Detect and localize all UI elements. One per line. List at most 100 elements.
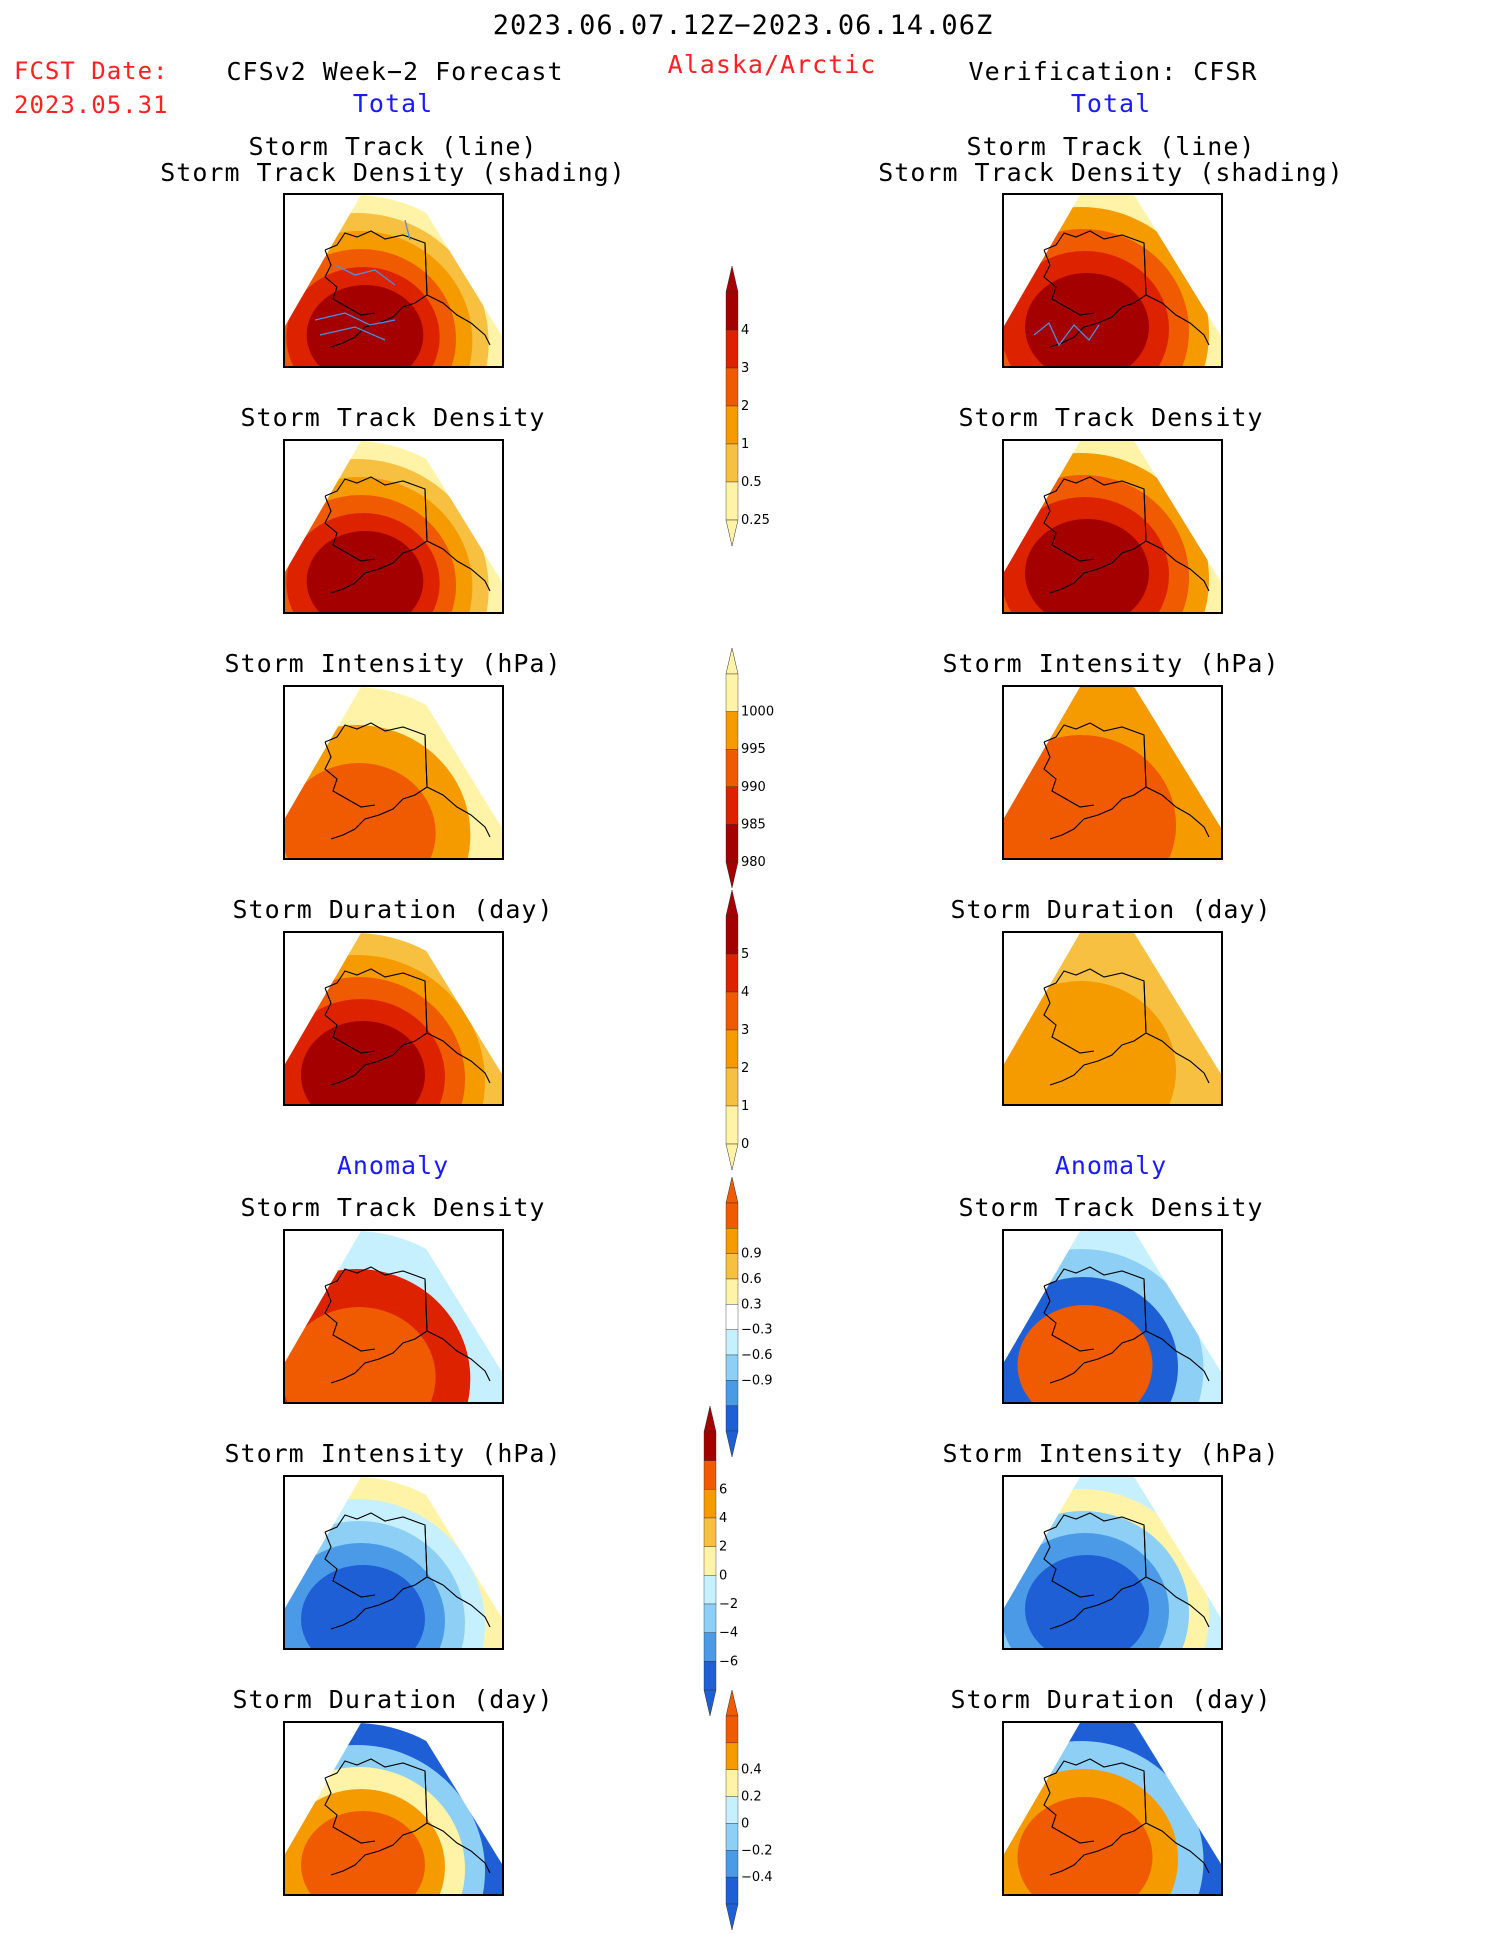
coastline xyxy=(324,722,491,840)
colorbar-segment xyxy=(725,673,739,712)
left-density-title: Storm Track Density xyxy=(240,403,546,432)
colorbar-tick-label: 4 xyxy=(741,323,749,338)
region-title: Alaska/Arctic xyxy=(667,50,877,79)
right-track-shading-title: Storm Track Density (shading) xyxy=(878,158,1344,187)
coastline xyxy=(324,968,491,1086)
map-mask-right xyxy=(1134,1477,1221,1618)
border-line xyxy=(1143,734,1147,788)
field-group xyxy=(285,1723,502,1894)
border-line xyxy=(424,488,428,542)
border-line xyxy=(424,734,428,788)
colorbar-segment xyxy=(725,1823,739,1851)
colorbar-segment xyxy=(725,991,739,1031)
colorbar-tick-label: 0.3 xyxy=(741,1297,762,1312)
map-mask-left xyxy=(1004,687,1080,818)
date-range-title: 2023.06.07.12Z−2023.06.14.06Z xyxy=(492,10,994,41)
border-line xyxy=(1143,1278,1147,1332)
field-contour xyxy=(301,1021,425,1104)
field-group xyxy=(1004,195,1221,366)
map-mask-right xyxy=(1134,933,1221,1074)
colorbar-tick-label: 0.6 xyxy=(741,1272,762,1287)
field-contour xyxy=(301,1565,425,1648)
field-group xyxy=(285,1477,502,1648)
left-track-shading-title: Storm Track Density (shading) xyxy=(160,158,626,187)
border-line xyxy=(1143,488,1147,542)
left-track-line-title: Storm Track (line) xyxy=(248,132,538,161)
verification-total-label: Total xyxy=(1070,89,1152,118)
colorbar-segment xyxy=(703,1546,717,1576)
left-duration-title: Storm Duration (day) xyxy=(232,895,554,924)
colorbar-tick-label: −2 xyxy=(719,1597,738,1612)
colorbar-segment xyxy=(725,1228,739,1254)
map-mask-right xyxy=(1134,1231,1221,1372)
map-mask-right xyxy=(1134,687,1221,828)
colorbar-tick-label: 990 xyxy=(741,780,766,795)
field-contour xyxy=(301,1811,425,1894)
field-group xyxy=(285,1231,502,1402)
field-contour xyxy=(1025,273,1149,366)
map-verif-anom-intensity xyxy=(1002,1475,1223,1650)
map-mask-left xyxy=(285,1477,361,1608)
coastline xyxy=(1043,968,1210,1086)
colorbar-tick-label: 0.25 xyxy=(741,513,770,528)
left-intensity-title: Storm Intensity (hPa) xyxy=(224,649,562,678)
colorbar-segment xyxy=(703,1603,717,1633)
colorbar-segment xyxy=(725,1796,739,1824)
colorbar-segment xyxy=(725,711,739,750)
map-mask-right xyxy=(1134,195,1221,336)
map-mask-left xyxy=(285,687,361,818)
colorbar-segment xyxy=(725,786,739,825)
colorbar-segment xyxy=(725,748,739,787)
left-anomaly-label: Anomaly xyxy=(336,1151,450,1180)
colorbar-tick-label: 2 xyxy=(719,1540,727,1555)
map-mask-left xyxy=(1004,441,1080,572)
fcst-date-value: 2023.05.31 xyxy=(14,91,169,119)
colorbar-segment xyxy=(725,405,739,445)
colorbar-tick-label: 3 xyxy=(741,1023,749,1038)
colorbar-anom-intensity: 6 4 2 0 −2 −4 −6 xyxy=(700,1405,770,1720)
border-line xyxy=(1143,1524,1147,1578)
map-mask-left xyxy=(1004,933,1080,1064)
colorbar-anom-density: 0.9 0.6 0.3 −0.3 −0.6 −0.9 xyxy=(722,1176,792,1461)
colorbar-total-density: 4 3 2 1 0.5 0.25 xyxy=(722,265,782,550)
map-mask-left xyxy=(1004,1723,1080,1854)
colorbar-segment xyxy=(703,1517,717,1547)
field-contour xyxy=(1025,1555,1149,1648)
border-line xyxy=(424,242,428,296)
colorbar-segment xyxy=(725,1105,739,1145)
field-contour xyxy=(1004,981,1176,1104)
coastline xyxy=(1043,1266,1210,1384)
colorbar-tick-label: 1 xyxy=(741,437,749,452)
colorbar-bottom-arrow xyxy=(725,519,739,547)
colorbar-tick-label: 3 xyxy=(741,361,749,376)
map-verif-density xyxy=(1002,439,1223,614)
fcst-date-label: FCST Date: xyxy=(14,57,169,85)
border-line xyxy=(1143,980,1147,1034)
colorbar-tick-label: −0.2 xyxy=(741,1843,773,1858)
map-mask-left xyxy=(1004,195,1080,326)
colorbar-segment xyxy=(725,1354,739,1381)
right-density-title: Storm Track Density xyxy=(958,403,1264,432)
colorbar-bottom-arrow xyxy=(725,1143,739,1171)
forecast-title: CFSv2 Week−2 Forecast xyxy=(226,57,564,86)
colorbar-segment xyxy=(725,329,739,369)
colorbar-top-arrow xyxy=(725,889,739,917)
colorbar-segment xyxy=(703,1661,717,1691)
map-verif-intensity xyxy=(1002,685,1223,860)
colorbar-segment xyxy=(725,1278,739,1305)
colorbar-top-arrow xyxy=(725,647,739,675)
colorbar-top-arrow xyxy=(725,1176,739,1204)
colorbar-tick-label: −0.3 xyxy=(741,1323,773,1338)
colorbar-tick-label: 1 xyxy=(741,1099,749,1114)
map-verif-anom-duration xyxy=(1002,1721,1223,1896)
colorbar-segment xyxy=(725,367,739,407)
map-fcst-duration xyxy=(283,931,504,1106)
colorbar-tick-label: 4 xyxy=(741,985,749,1000)
map-fcst-anom-intensity xyxy=(283,1475,504,1650)
left-anom-density-title: Storm Track Density xyxy=(240,1193,546,1222)
map-fcst-track-density-line xyxy=(283,193,504,368)
colorbar-segment xyxy=(725,1742,739,1770)
colorbar-segment xyxy=(703,1460,717,1490)
colorbar-tick-label: 985 xyxy=(741,817,766,832)
colorbar-tick-label: 2 xyxy=(741,399,749,414)
